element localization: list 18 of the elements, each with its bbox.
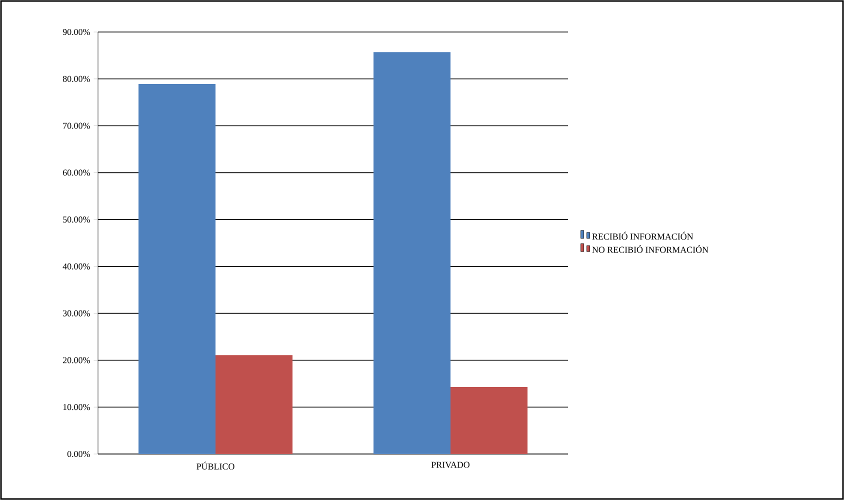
y-tick-label: 80.00%	[62, 76, 90, 82]
legend-label: NO RECIBIÓ INFORMACIÓN	[592, 244, 708, 253]
y-tick-label: 70.00%	[63, 122, 90, 129]
y-tick-label: 90.00%	[62, 28, 90, 36]
y-tick-label: 50.00%	[63, 216, 90, 223]
y-tick-label: 20.00%	[62, 357, 90, 364]
bar	[450, 386, 528, 454]
y-tick-label: 0.00%	[67, 450, 90, 458]
x-tick-label: PÚBLICO	[196, 462, 234, 470]
bar	[138, 84, 216, 454]
bar	[374, 52, 451, 454]
y-tick-label: 40.00%	[62, 263, 90, 270]
y-tick-label: 10.00%	[63, 404, 90, 410]
y-tick-label: 60.00%	[62, 170, 90, 176]
y-tick-label: 30.00%	[63, 310, 90, 316]
legend-label: RECIBIÓ INFORMACIÓN	[592, 232, 694, 240]
x-tick-label: PRIVADO	[431, 462, 470, 468]
bar	[216, 355, 293, 454]
